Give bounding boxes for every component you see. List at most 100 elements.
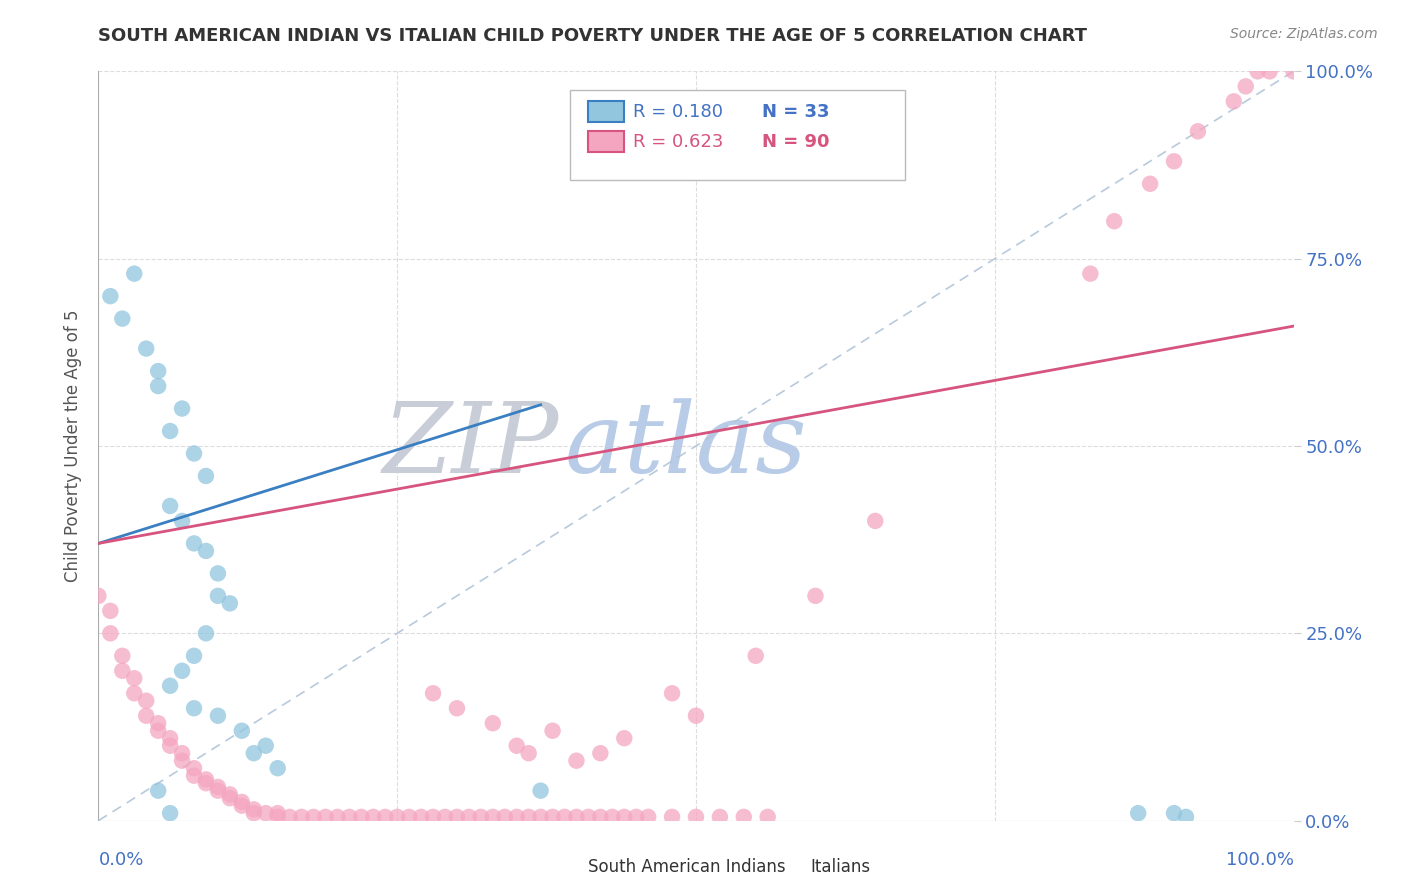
Point	[172, 664, 194, 678]
Point	[865, 514, 887, 528]
Point	[1139, 177, 1161, 191]
Point	[326, 810, 349, 824]
Text: Italians: Italians	[811, 858, 870, 876]
Point	[685, 708, 707, 723]
Point	[1223, 95, 1246, 109]
Point	[183, 761, 205, 775]
Point	[195, 544, 218, 558]
FancyBboxPatch shape	[589, 131, 624, 153]
FancyBboxPatch shape	[553, 861, 582, 875]
Point	[530, 810, 553, 824]
Point	[565, 754, 588, 768]
Point	[733, 810, 755, 824]
Point	[446, 810, 468, 824]
Point	[231, 795, 253, 809]
Point	[554, 810, 576, 824]
Point	[148, 783, 170, 797]
Point	[1163, 154, 1185, 169]
Point	[613, 810, 636, 824]
Point	[183, 769, 205, 783]
Point	[172, 401, 194, 416]
Point	[111, 648, 134, 663]
Point	[1258, 64, 1281, 78]
Text: N = 90: N = 90	[762, 133, 830, 151]
Text: South American Indians: South American Indians	[589, 858, 786, 876]
Point	[172, 746, 194, 760]
Point	[183, 446, 205, 460]
Point	[148, 379, 170, 393]
Point	[219, 596, 242, 610]
Point	[411, 810, 433, 824]
Point	[207, 589, 229, 603]
Point	[1282, 64, 1305, 78]
Point	[195, 626, 218, 640]
Point	[111, 664, 134, 678]
Point	[243, 802, 266, 816]
Point	[231, 723, 253, 738]
Text: ZIP: ZIP	[382, 399, 558, 493]
Point	[804, 589, 827, 603]
Point	[602, 810, 624, 824]
Point	[1247, 64, 1270, 78]
Point	[470, 810, 492, 824]
Point	[1104, 214, 1126, 228]
Point	[506, 810, 529, 824]
Point	[434, 810, 457, 824]
Point	[195, 469, 218, 483]
Point	[1128, 806, 1150, 821]
Point	[219, 788, 242, 802]
Point	[398, 810, 420, 824]
Point	[530, 783, 553, 797]
FancyBboxPatch shape	[589, 102, 624, 122]
Point	[159, 499, 181, 513]
Point	[756, 810, 779, 824]
Point	[1080, 267, 1102, 281]
Text: Source: ZipAtlas.com: Source: ZipAtlas.com	[1230, 27, 1378, 41]
Point	[124, 671, 146, 685]
Point	[661, 686, 683, 700]
Point	[267, 810, 290, 824]
Text: 100.0%: 100.0%	[1226, 851, 1294, 869]
Point	[219, 791, 242, 805]
Point	[685, 810, 707, 824]
Point	[159, 679, 181, 693]
Point	[124, 686, 146, 700]
Point	[481, 716, 505, 731]
Point	[589, 810, 612, 824]
Point	[458, 810, 481, 824]
FancyBboxPatch shape	[773, 861, 804, 875]
Point	[422, 810, 444, 824]
Point	[589, 746, 612, 760]
Point	[159, 424, 181, 438]
Y-axis label: Child Poverty Under the Age of 5: Child Poverty Under the Age of 5	[65, 310, 83, 582]
Point	[207, 783, 229, 797]
Point	[207, 780, 229, 794]
Point	[339, 810, 361, 824]
Point	[124, 267, 146, 281]
Point	[363, 810, 385, 824]
Point	[267, 806, 290, 821]
Point	[374, 810, 396, 824]
Point	[148, 716, 170, 731]
Point	[565, 810, 588, 824]
Point	[243, 746, 266, 760]
Point	[517, 746, 540, 760]
Point	[637, 810, 659, 824]
Point	[254, 806, 277, 821]
Point	[183, 701, 205, 715]
Point	[207, 566, 229, 581]
Point	[291, 810, 314, 824]
Point	[98, 626, 122, 640]
Point	[267, 761, 290, 775]
Point	[350, 810, 373, 824]
Point	[626, 810, 648, 824]
Text: R = 0.180: R = 0.180	[633, 103, 723, 120]
Point	[135, 708, 157, 723]
Point	[231, 798, 253, 813]
Point	[243, 806, 266, 821]
Point	[541, 723, 564, 738]
Point	[446, 701, 468, 715]
Text: N = 33: N = 33	[762, 103, 830, 120]
Point	[302, 810, 325, 824]
Text: SOUTH AMERICAN INDIAN VS ITALIAN CHILD POVERTY UNDER THE AGE OF 5 CORRELATION CH: SOUTH AMERICAN INDIAN VS ITALIAN CHILD P…	[98, 27, 1087, 45]
